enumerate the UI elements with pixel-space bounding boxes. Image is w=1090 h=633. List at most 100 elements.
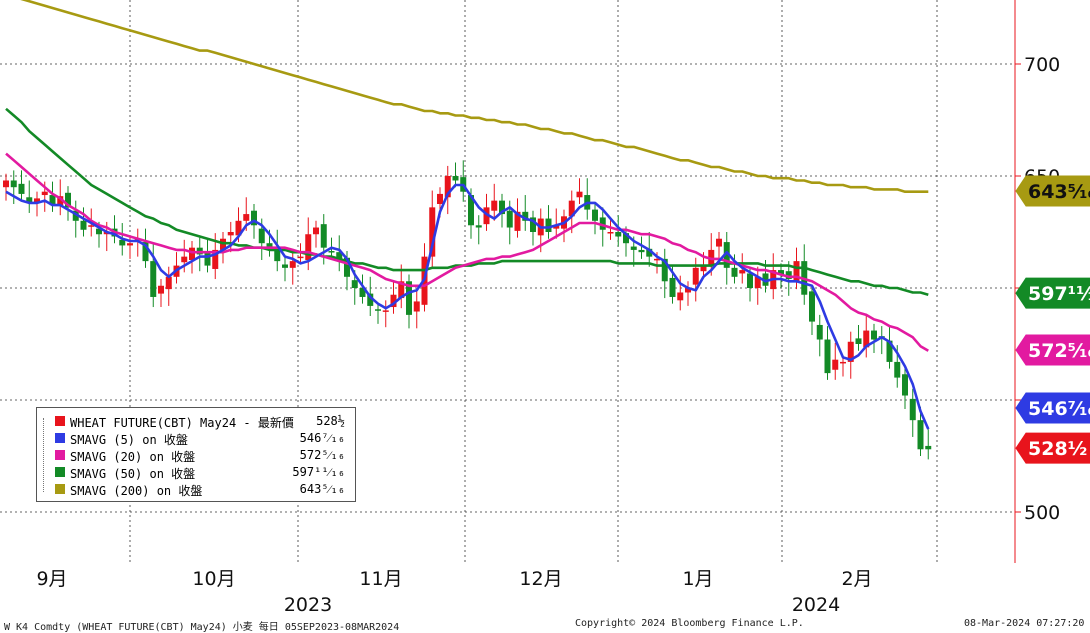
price-tag-label: 572⁵⁄₁₆ [1028,340,1090,362]
legend-swatch-sma5 [55,433,65,443]
candle-body [57,196,64,206]
candle-body [491,200,498,211]
candle-body [568,200,575,217]
candle-body [359,288,366,297]
candle-body [328,251,335,253]
candle-body [26,197,33,203]
candle-body [840,361,846,364]
candle-body [855,338,862,344]
candle-body [630,246,637,250]
candle-body [762,273,769,286]
candle-body [778,270,784,275]
legend-row-sma5: SMAVG (5) on 收盤 546⁷⁄₁₆ [55,431,351,447]
candle-body [483,207,490,225]
candle-body [499,200,505,215]
candle-body [638,249,645,253]
candle-body [475,225,482,228]
candle-body [274,246,281,262]
candle-body [320,224,327,248]
price-tag-label: 643⁵⁄₁₆ [1028,181,1090,203]
candle-body [863,330,870,348]
sma200-line [20,0,929,193]
legend-row-sma50: SMAVG (50) on 收盤 597¹¹⁄₁₆ [55,465,351,481]
footer-ticker-info: W K4 Comdty (WHEAT FUTURE(CBT) May24) 小麦… [4,622,400,633]
legend-label-sma5: SMAVG (5) on 收盤 [70,433,188,447]
price-tag-label: 528½ [1028,438,1087,460]
candle-body [429,207,436,257]
candle-body [3,180,9,188]
candle-body [847,341,854,362]
candle-body [723,242,730,268]
x-axis: 9月 10月 11月 12月 1月 2月 2023 2024 [36,568,872,616]
moving-average-lines [5,0,930,430]
candle-body [313,227,319,235]
candle-body [235,220,242,236]
price-tag [1015,334,1090,366]
candle-body [413,301,420,312]
legend-label-price: WHEAT FUTURE(CBT) May24 - 最新價 [70,416,294,430]
candle-body [158,285,164,294]
candle-body [716,238,722,247]
x-year-label: 2024 [792,594,840,616]
candle-body [793,261,800,283]
candle-body [468,195,474,226]
legend-box: WHEAT FUTURE(CBT) May24 - 最新價 528½ SMAVG… [36,407,356,502]
candle-body [692,267,699,285]
price-tag-label: 546⁷⁄₁₆ [1028,398,1090,420]
candle-body [88,225,95,227]
candle-body [41,191,48,196]
legend-value-sma5: 546⁷⁄₁₆ [299,431,345,445]
footer-copyright: Copyright© 2024 Bloomberg Finance L.P. [575,618,804,629]
legend-value-sma50: 597¹¹⁄₁₆ [292,465,345,479]
candle-body [150,261,157,297]
candle-body [545,218,552,232]
candle-body [661,258,668,282]
candle-body [576,191,583,198]
candle-body [251,210,257,226]
candle-body [894,361,901,378]
candle-body [282,264,288,268]
candle-body [406,281,412,315]
candle-body [437,193,443,204]
candle-body [34,198,40,203]
candle-body [925,445,932,450]
candle-body [367,293,374,306]
candle-body [677,292,684,301]
candle-body [452,176,459,181]
sma20-line [5,152,929,352]
x-month-label: 12月 [519,568,562,590]
candle-body [181,256,188,263]
candle-body [127,243,133,246]
candle-body [832,359,839,370]
candle-body [289,261,296,268]
candle-body [96,228,102,235]
candle-body [80,220,87,230]
legend-row-sma20: SMAVG (20) on 收盤 572⁵⁄₁₆ [55,448,351,464]
candle-body [886,340,893,362]
candle-body [553,225,560,229]
candle-body [119,239,126,246]
candle-body [227,232,234,236]
candle-body [336,252,343,262]
legend-value-sma200: 643⁵⁄₁₆ [299,482,345,496]
candle-body [909,398,916,421]
candle-body [685,288,691,293]
legend-value-price: 528½ [316,414,345,428]
candle-body [747,273,753,288]
sma5-line [5,183,930,430]
x-month-label: 1月 [682,568,713,590]
candle-body [297,256,304,259]
y-tick-label: 500 [1024,502,1060,524]
candle-body [646,248,653,257]
candle-body [754,276,761,288]
candle-body [615,232,622,237]
candle-body [444,176,451,198]
price-tag [1015,392,1090,424]
legend-value-sma20: 572⁵⁄₁₆ [299,448,345,462]
candle-body [739,270,746,274]
legend-swatch-price [55,416,65,426]
candle-body [351,280,358,288]
legend-swatch-sma50 [55,467,65,477]
candle-body [785,271,792,280]
